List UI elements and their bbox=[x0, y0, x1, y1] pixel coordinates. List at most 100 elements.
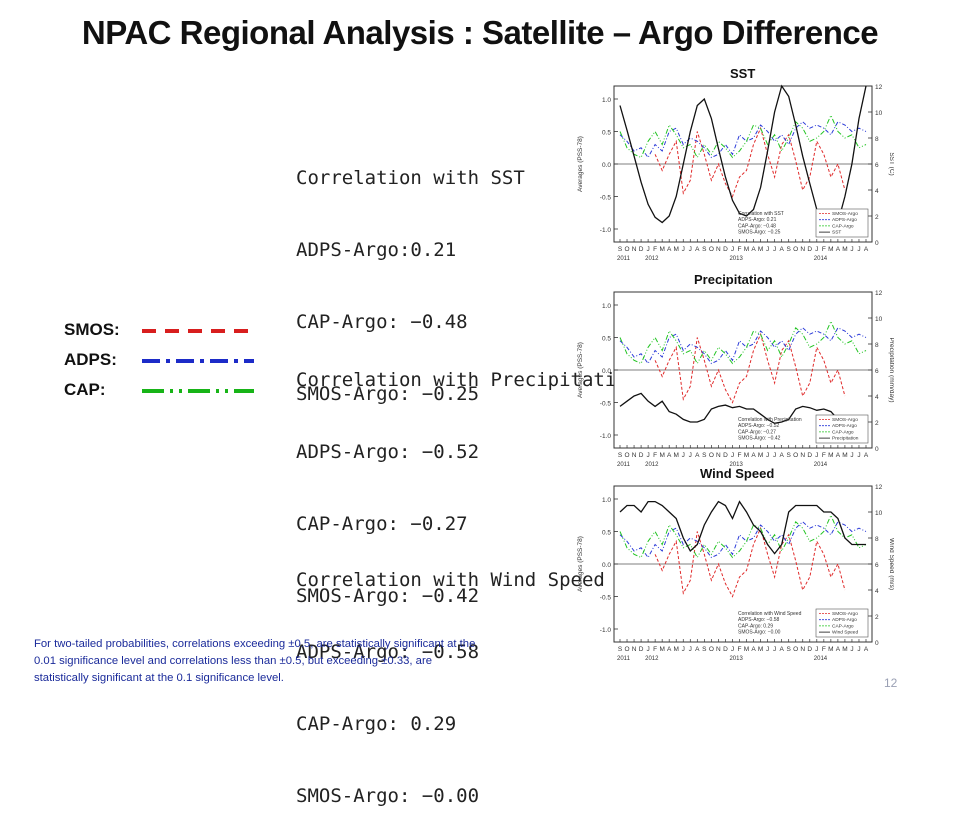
correlation-line: SMOS-Argo: −0.42 bbox=[296, 585, 480, 607]
x-tick-label: F bbox=[737, 646, 741, 653]
y-tick-label: 0.5 bbox=[602, 130, 611, 137]
chart-title-precipitation: Precipitation bbox=[694, 272, 773, 287]
chart-title-windspeed: Wind Speed bbox=[700, 466, 775, 481]
x-tick-label: N bbox=[716, 246, 721, 253]
inset-legend-box bbox=[815, 414, 869, 444]
x-tick-label: A bbox=[695, 246, 700, 253]
x-tick-label: A bbox=[864, 646, 869, 653]
x-tick-label: F bbox=[653, 246, 657, 253]
x-tick-label: A bbox=[864, 246, 869, 253]
correlation-title: Correlation with Precipitation bbox=[296, 369, 640, 391]
y-right-tick-label: 4 bbox=[875, 588, 879, 595]
series-line-adps-argo bbox=[619, 121, 867, 159]
x-year-label: 2014 bbox=[814, 656, 828, 662]
x-tick-label: J bbox=[815, 452, 818, 459]
y-right-axis-label: Precipitation (mm/day) bbox=[888, 337, 894, 402]
x-tick-label: J bbox=[731, 452, 734, 459]
x-tick-label: N bbox=[800, 452, 805, 459]
y-tick-label: -0.5 bbox=[600, 595, 612, 602]
x-tick-label: F bbox=[822, 646, 826, 653]
x-year-label: 2013 bbox=[729, 462, 743, 468]
x-tick-label: S bbox=[618, 452, 623, 459]
x-tick-label: F bbox=[822, 246, 826, 253]
line-style-legend: SMOS: ADPS: CAP: bbox=[64, 320, 264, 410]
x-tick-label: O bbox=[793, 452, 798, 459]
correlation-title: Correlation with SST bbox=[296, 167, 525, 189]
x-tick-label: D bbox=[639, 646, 644, 653]
x-tick-label: J bbox=[766, 646, 769, 653]
x-year-label: 2013 bbox=[729, 256, 743, 262]
x-tick-label: D bbox=[723, 246, 728, 253]
x-tick-label: A bbox=[779, 246, 784, 253]
x-tick-label: J bbox=[646, 246, 649, 253]
x-tick-label: A bbox=[836, 246, 841, 253]
x-tick-label: M bbox=[659, 246, 664, 253]
x-year-label: 2014 bbox=[814, 256, 828, 262]
legend-row-cap: CAP: bbox=[64, 380, 264, 410]
x-tick-label: J bbox=[682, 646, 685, 653]
correlation-title: Correlation with Wind Speed bbox=[296, 569, 605, 591]
legend-row-adps: ADPS: bbox=[64, 350, 264, 380]
x-tick-label: O bbox=[793, 246, 798, 253]
x-tick-label: M bbox=[659, 452, 664, 459]
inset-correlation-text: SMOS-Argo: −0.00 bbox=[738, 630, 781, 636]
x-year-label: 2012 bbox=[645, 462, 659, 468]
y-right-tick-label: 8 bbox=[875, 136, 879, 143]
y-right-tick-label: 4 bbox=[875, 188, 879, 195]
correlation-line: ADPS-Argo: −0.58 bbox=[296, 641, 480, 663]
x-tick-label: A bbox=[667, 452, 672, 459]
x-tick-label: A bbox=[751, 452, 756, 459]
x-year-label: 2013 bbox=[729, 656, 743, 662]
correlation-line: CAP-Argo: −0.48 bbox=[296, 311, 468, 333]
x-tick-label: D bbox=[639, 452, 644, 459]
x-tick-label: O bbox=[624, 452, 629, 459]
x-tick-label: A bbox=[695, 452, 700, 459]
y-right-tick-label: 0 bbox=[875, 446, 879, 453]
x-tick-label: M bbox=[758, 646, 763, 653]
series-line-cap-argo bbox=[619, 114, 867, 159]
inset-legend-label: CAP-Argo bbox=[832, 429, 854, 435]
correlation-line: SMOS-Argo: −0.25 bbox=[296, 383, 480, 405]
y-right-tick-label: 12 bbox=[875, 290, 883, 297]
y-right-tick-label: 8 bbox=[875, 536, 879, 543]
correlation-line: CAP-Argo: 0.29 bbox=[296, 713, 457, 735]
legend-swatch-adps bbox=[142, 359, 254, 363]
x-tick-label: M bbox=[828, 246, 833, 253]
inset-correlation-text: Correlation with Precipitation bbox=[738, 417, 802, 423]
x-tick-label: O bbox=[709, 246, 714, 253]
chart-windspeed: 1.0 0.5 0.0 -0.5 -1.0 0 2 4 6 8 10 12 Averages (PSS-… bbox=[577, 484, 894, 662]
x-tick-label: A bbox=[779, 452, 784, 459]
x-tick-label: F bbox=[653, 646, 657, 653]
x-year-label: 2011 bbox=[617, 656, 631, 662]
x-tick-label: M bbox=[744, 246, 749, 253]
correlation-line: CAP-Argo: −0.27 bbox=[296, 513, 468, 535]
series-line-smos-argo bbox=[654, 332, 846, 404]
x-tick-label: A bbox=[836, 646, 841, 653]
x-tick-label: J bbox=[857, 246, 860, 253]
x-tick-label: F bbox=[822, 452, 826, 459]
correlation-line: ADPS-Argo: −0.52 bbox=[296, 441, 480, 463]
y-axis-label: Averages (PSS-78) bbox=[577, 536, 584, 592]
inset-correlation-text: ADPS-Argo: −0.58 bbox=[738, 617, 779, 623]
y-tick-label: -0.5 bbox=[600, 401, 612, 408]
x-tick-label: O bbox=[624, 246, 629, 253]
x-tick-label: S bbox=[787, 452, 792, 459]
y-tick-label: 0.0 bbox=[602, 162, 611, 169]
x-tick-label: J bbox=[682, 246, 685, 253]
inset-legend-label: Wind Speed bbox=[832, 630, 858, 636]
series-line-wind-speed bbox=[619, 500, 866, 555]
correlation-line: ADPS-Argo:0.21 bbox=[296, 239, 457, 261]
x-tick-label: M bbox=[842, 646, 847, 653]
x-tick-label: J bbox=[857, 452, 860, 459]
legend-swatch-cap bbox=[142, 389, 254, 393]
x-tick-label: J bbox=[773, 646, 776, 653]
series-line-cap-argo bbox=[619, 514, 867, 559]
chart-title-sst: SST bbox=[730, 66, 756, 81]
y-right-tick-label: 12 bbox=[875, 484, 883, 491]
x-tick-label: D bbox=[807, 452, 812, 459]
y-right-tick-label: 12 bbox=[875, 84, 883, 91]
inset-correlation-text: ADPS-Argo: 0.21 bbox=[738, 217, 777, 223]
y-right-tick-label: 6 bbox=[875, 162, 879, 169]
y-right-tick-label: 6 bbox=[875, 562, 879, 569]
x-tick-label: S bbox=[618, 246, 623, 253]
